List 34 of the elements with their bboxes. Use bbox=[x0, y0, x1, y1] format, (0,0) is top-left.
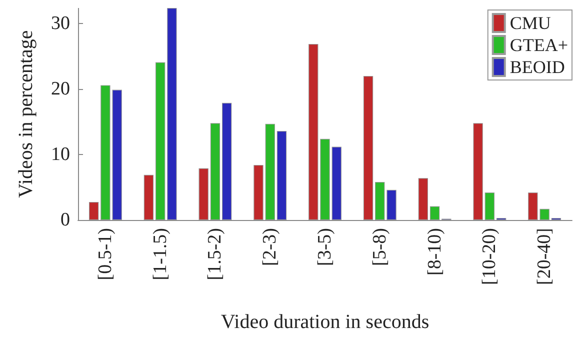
x-tick-label: [1-1.5) bbox=[150, 228, 171, 280]
x-tick-label: [2-3) bbox=[260, 228, 281, 266]
x-tick-label: [8-10) bbox=[424, 228, 446, 276]
bar bbox=[308, 44, 318, 220]
legend-label: GTEA+ bbox=[510, 35, 568, 55]
bar bbox=[484, 192, 495, 220]
x-tick-label: [5-8) bbox=[369, 228, 390, 266]
y-axis-title: Videos in percentage bbox=[15, 30, 37, 198]
y-tick-label: 20 bbox=[51, 78, 70, 100]
bar bbox=[276, 131, 287, 220]
x-tick-label: [20-40] bbox=[534, 228, 556, 285]
bar bbox=[430, 206, 440, 220]
bar bbox=[363, 76, 374, 220]
bar bbox=[222, 102, 232, 220]
bar bbox=[473, 123, 483, 220]
bar bbox=[144, 174, 154, 220]
y-tick-label: 30 bbox=[51, 13, 70, 34]
x-tick-label: [10-20) bbox=[479, 228, 500, 285]
bar bbox=[155, 62, 166, 220]
legend-label: BEOID bbox=[510, 57, 565, 77]
y-tick-label: 10 bbox=[51, 144, 70, 166]
bar bbox=[167, 8, 177, 220]
bar bbox=[198, 168, 208, 220]
x-tick-label: [0.5-1) bbox=[94, 228, 116, 280]
x-tick-label: [1.5-2) bbox=[204, 228, 226, 280]
bar bbox=[210, 123, 220, 220]
x-axis-title: Video duration in seconds bbox=[220, 311, 430, 333]
x-tick-label: [3-5) bbox=[314, 228, 336, 266]
bar bbox=[418, 178, 428, 220]
legend-label: CMU bbox=[510, 13, 551, 33]
bar bbox=[320, 138, 330, 220]
bar bbox=[88, 202, 99, 220]
bar bbox=[332, 146, 342, 220]
y-tick-label: 0 bbox=[60, 210, 70, 230]
